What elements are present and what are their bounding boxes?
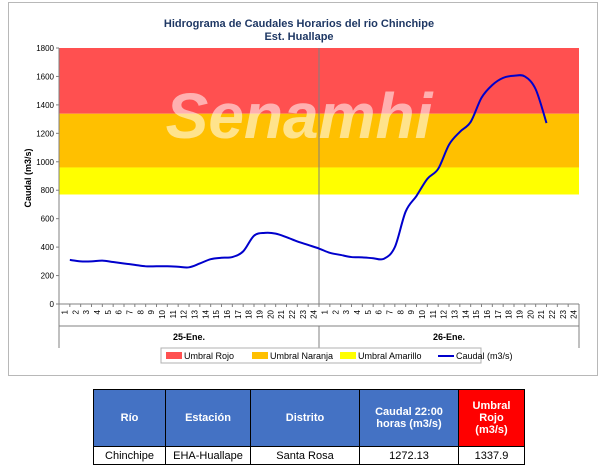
x-tick-label: 5 — [104, 309, 113, 314]
cell-caudal: 1272.13 — [359, 446, 459, 465]
x-tick-label: 2 — [71, 309, 80, 314]
legend-swatch — [166, 352, 182, 359]
x-tick-label: 11 — [429, 309, 438, 318]
x-tick-label: 7 — [125, 309, 134, 314]
chart-title: Hidrograma de Caudales Horarios del rio … — [164, 18, 434, 30]
x-tick-label: 20 — [526, 309, 535, 318]
header-distrito: Distrito — [250, 389, 360, 447]
x-tick-label: 2 — [331, 309, 340, 314]
x-tick-label: 1 — [320, 309, 329, 314]
x-tick-label: 8 — [396, 309, 405, 314]
y-tick-label: 800 — [41, 186, 55, 195]
x-tick-label: 19 — [515, 309, 524, 318]
x-tick-label: 5 — [364, 309, 373, 314]
x-tick-label: 16 — [223, 309, 232, 318]
header-estacion: Estación — [165, 389, 251, 447]
chart-canvas: Hidrograma de Caudales Horarios del rio … — [23, 18, 580, 364]
x-tick-label: 6 — [375, 309, 384, 314]
legend-swatch — [252, 352, 268, 359]
y-tick-label: 1000 — [36, 158, 54, 167]
y-tick-label: 1200 — [36, 129, 54, 138]
cell-estacion: EHA-Huallape — [165, 446, 251, 465]
x-tick-label: 9 — [407, 309, 416, 314]
x-tick-label: 9 — [147, 309, 156, 314]
cell-distrito: Santa Rosa — [250, 446, 360, 465]
x-tick-label: 13 — [450, 309, 459, 318]
header-caudal: Caudal 22:00 horas (m3/s) — [359, 389, 459, 447]
x-tick-label: 24 — [310, 309, 319, 318]
x-tick-label: 7 — [385, 309, 394, 314]
y-tick-label: 1800 — [36, 44, 54, 53]
cell-umbral-rojo: 1337.9 — [458, 446, 525, 465]
x-tick-label: 10 — [418, 309, 427, 318]
legend-label: Umbral Naranja — [270, 351, 333, 361]
y-tick-label: 600 — [41, 215, 55, 224]
y-tick-label: 400 — [41, 243, 55, 252]
x-tick-label: 20 — [266, 309, 275, 318]
y-tick-label: 200 — [41, 272, 55, 281]
x-tick-label: 16 — [483, 309, 492, 318]
legend-label: Umbral Rojo — [184, 351, 234, 361]
x-tick-label: 17 — [494, 309, 503, 318]
x-tick-label: 14 — [461, 309, 470, 318]
x-tick-label: 15 — [212, 309, 221, 318]
legend-label: Caudal (m3/s) — [456, 351, 513, 361]
x-tick-label: 4 — [93, 309, 102, 314]
x-tick-label: 1 — [60, 309, 69, 314]
x-tick-label: 24 — [570, 309, 579, 318]
x-tick-label: 23 — [299, 309, 308, 318]
x-tick-label: 19 — [255, 309, 264, 318]
legend-label: Umbral Amarillo — [358, 351, 422, 361]
x-tick-label: 21 — [537, 309, 546, 318]
cell-rio: Chinchipe — [93, 446, 166, 465]
x-tick-label: 10 — [158, 309, 167, 318]
x-tick-label: 3 — [342, 309, 351, 314]
legend-box — [160, 347, 482, 364]
x-tick-label: 14 — [201, 309, 210, 318]
summary-table: Río Estación Distrito Caudal 22:00 horas… — [93, 389, 525, 465]
table-row: Chinchipe EHA-Huallape Santa Rosa 1272.1… — [93, 446, 525, 465]
x-tick-label: 13 — [190, 309, 199, 318]
x-tick-label: 18 — [245, 309, 254, 318]
x-tick-label: 12 — [180, 309, 189, 318]
x-tick-label: 23 — [559, 309, 568, 318]
y-tick-label: 1400 — [36, 101, 54, 110]
header-rio: Río — [93, 389, 166, 447]
table-header-row: Río Estación Distrito Caudal 22:00 horas… — [93, 389, 525, 447]
x-tick-label: 15 — [472, 309, 481, 318]
series-line-caudal — [69, 74, 548, 269]
header-umbral-rojo: Umbral Rojo (m3/s) — [458, 389, 525, 447]
x-tick-label: 8 — [136, 309, 145, 314]
legend-swatch — [340, 352, 356, 359]
day-label: 25-Ene. — [173, 332, 205, 342]
senamhi-watermark: Senamhi — [166, 80, 434, 152]
y-tick-label: 1600 — [36, 72, 54, 81]
day-label: 26-Ene. — [433, 332, 465, 342]
x-tick-label: 12 — [440, 309, 449, 318]
x-tick-label: 6 — [115, 309, 124, 314]
x-tick-label: 17 — [234, 309, 243, 318]
x-tick-label: 21 — [277, 309, 286, 318]
y-axis-label: Caudal (m3/s) — [23, 148, 33, 207]
x-tick-label: 22 — [288, 309, 297, 318]
x-tick-label: 18 — [505, 309, 514, 318]
x-tick-label: 3 — [82, 309, 91, 314]
hydrograph-chart: Hidrograma de Caudales Horarios del rio … — [8, 2, 598, 376]
x-tick-label: 22 — [548, 309, 557, 318]
chart-subtitle: Est. Huallape — [264, 31, 333, 43]
x-tick-label: 11 — [169, 309, 178, 318]
y-tick-label: 0 — [50, 300, 55, 309]
x-tick-label: 4 — [353, 309, 362, 314]
